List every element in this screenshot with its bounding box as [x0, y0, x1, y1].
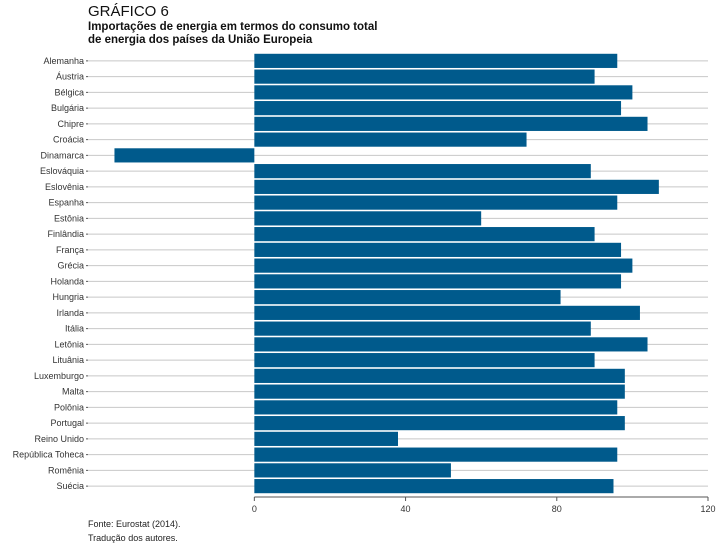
- chart-title-line-2: de energia dos países da União Europeia: [88, 34, 313, 46]
- bar: [254, 101, 622, 116]
- chart-label: GRÁFICO 6: [88, 3, 169, 20]
- category-label: Malta: [62, 387, 84, 397]
- bar: [254, 179, 659, 194]
- bar: [254, 305, 640, 320]
- category-label: Hungria: [52, 292, 84, 302]
- bar: [254, 211, 482, 226]
- bar: [254, 85, 633, 100]
- category-label: Romênia: [48, 465, 84, 475]
- bar: [254, 321, 591, 336]
- category-label: Lituânia: [52, 355, 84, 365]
- bar: [254, 164, 591, 179]
- category-label: Áustria: [56, 72, 84, 82]
- category-label: Letônia: [54, 339, 84, 349]
- x-tick-label: 120: [700, 504, 715, 514]
- category-label: Reino Unido: [34, 434, 84, 444]
- category-label: Dinamarca: [40, 150, 84, 160]
- bar: [254, 258, 633, 273]
- chart-title: Importações de energia em termos do cons…: [88, 21, 448, 47]
- category-label: Chipre: [57, 119, 84, 129]
- bar: [254, 69, 595, 84]
- category-label: Luxemburgo: [34, 371, 84, 381]
- category-label: Eslováquia: [40, 166, 84, 176]
- bar: [254, 116, 648, 131]
- bar: [254, 337, 648, 352]
- bar: [254, 227, 595, 242]
- category-label: Grécia: [57, 261, 84, 271]
- category-label: Espanha: [48, 198, 84, 208]
- bar: [254, 290, 561, 305]
- bar: [114, 148, 255, 163]
- category-label: Alemanha: [43, 56, 84, 66]
- bar: [254, 132, 527, 147]
- category-label: Croácia: [53, 135, 84, 145]
- bar: [254, 479, 614, 494]
- category-label: Finlândia: [47, 229, 84, 239]
- category-label: Holanda: [50, 276, 84, 286]
- bar: [254, 400, 618, 415]
- bar: [254, 242, 622, 257]
- source-note: Fonte: Eurostat (2014).: [88, 519, 181, 529]
- translation-note: Tradução dos autores.: [88, 533, 178, 543]
- category-label: República Toheca: [13, 450, 84, 460]
- category-label: Polônia: [54, 402, 84, 412]
- bar: [254, 463, 451, 478]
- category-label: França: [56, 245, 84, 255]
- category-label: Irlanda: [56, 308, 84, 318]
- bar: [254, 447, 618, 462]
- bar: [254, 195, 618, 210]
- category-label: Eslovênia: [45, 182, 84, 192]
- x-tick-label: 40: [401, 504, 411, 514]
- category-label: Portugal: [50, 418, 84, 428]
- bar: [254, 274, 622, 289]
- x-tick-label: 80: [552, 504, 562, 514]
- bar: [254, 384, 625, 399]
- bar: [254, 431, 398, 446]
- bar: [254, 416, 625, 431]
- bars: [114, 53, 659, 494]
- bar: [254, 53, 618, 68]
- category-label: Itália: [65, 324, 84, 334]
- category-labels: Alemanha Áustria Bélgica Bulgária Chipre Croá…: [13, 56, 88, 491]
- category-label: Estônia: [54, 213, 84, 223]
- category-label: Bélgica: [54, 87, 84, 97]
- x-axis: 0 40 80 120: [252, 496, 716, 514]
- chart-title-line-1: Importações de energia em termos do cons…: [88, 21, 378, 33]
- bar: [254, 353, 595, 368]
- x-tick-label: 0: [252, 504, 257, 514]
- category-label: Suécia: [56, 481, 84, 491]
- bar: [254, 368, 625, 383]
- category-label: Bulgária: [51, 103, 84, 113]
